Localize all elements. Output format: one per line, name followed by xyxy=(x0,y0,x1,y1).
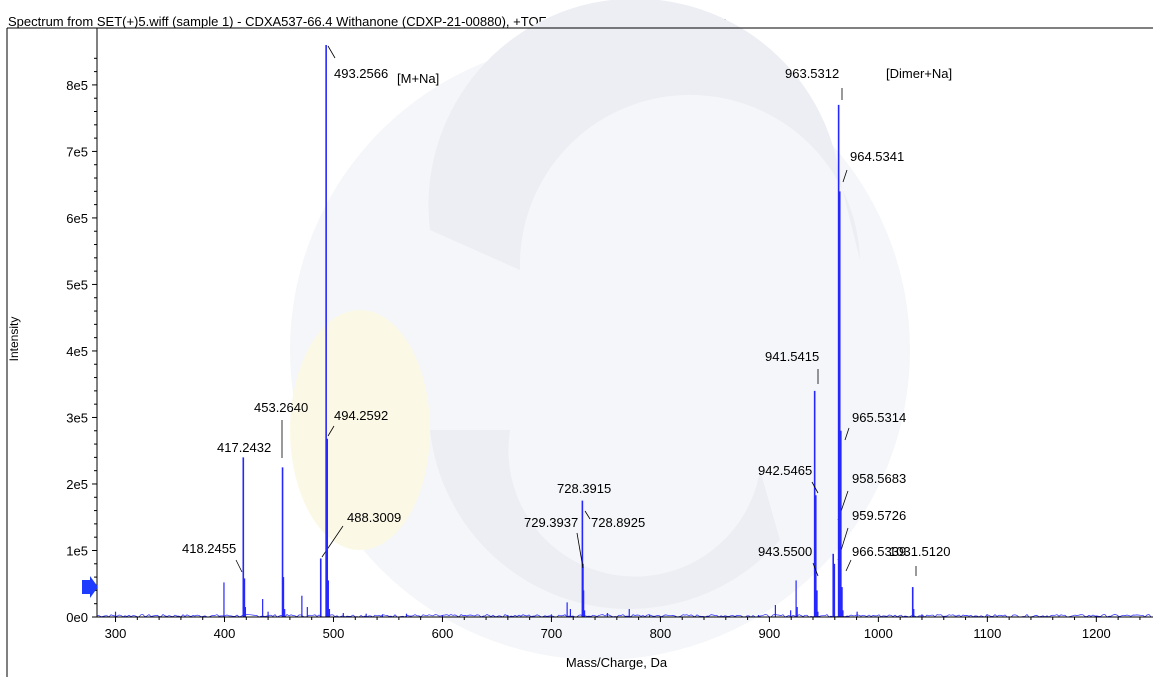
peak-729-3937-label: 729.3937 xyxy=(524,515,578,530)
peak-418-2455-leader xyxy=(235,559,243,573)
peak-488-3009-label: 488.3009 xyxy=(347,510,401,525)
peak-958-5683-label: 958.5683 xyxy=(852,471,906,486)
peak-729-3937-leader xyxy=(576,532,584,569)
peak-493-2566-label: 493.2566 xyxy=(334,66,388,81)
x-tick-label: 500 xyxy=(323,626,345,641)
y-tick-label: 2e5 xyxy=(66,477,88,492)
peak-966-5339-label: 966.5339 xyxy=(852,544,906,559)
peak-417-2432-label: 417.2432 xyxy=(217,440,271,455)
y-tick-label: 8e5 xyxy=(66,78,88,93)
annotation-label: [Dimer+Na] xyxy=(886,66,952,81)
x-tick-label: 400 xyxy=(214,626,236,641)
peak-453-2640-label: 453.2640 xyxy=(254,400,308,415)
y-axis-label: Intensity xyxy=(7,316,21,362)
peak-943-5500-leader xyxy=(812,562,819,577)
x-tick-label: 700 xyxy=(541,626,563,641)
x-tick-label: 300 xyxy=(105,626,127,641)
x-tick-label: 1100 xyxy=(973,626,1001,641)
baseline-arrow-marker xyxy=(82,576,98,598)
x-tick-label: 1200 xyxy=(1082,626,1111,641)
peak-942-5465-label: 942.5465 xyxy=(758,463,812,478)
x-tick-label: 800 xyxy=(650,626,672,641)
y-tick-label: 4e5 xyxy=(66,344,88,359)
peak-965-5314-label: 965.5314 xyxy=(852,410,906,425)
y-tick-label: 1e5 xyxy=(66,543,88,558)
peak-1031-5120-label: 1031.5120 xyxy=(889,544,950,559)
peak-963-5312-label: 963.5312 xyxy=(785,66,839,81)
x-axis-label: Mass/Charge, Da xyxy=(565,655,668,670)
peak-941-5415-label: 941.5415 xyxy=(765,349,819,364)
peak-728-8925-label: 728.8925 xyxy=(591,515,645,530)
peak-943-5500-label: 943.5500 xyxy=(758,544,812,559)
peak-494-2592-label: 494.2592 xyxy=(334,408,388,423)
peak-966-5339-leader xyxy=(845,559,852,572)
peak-493-2566-leader xyxy=(327,45,336,59)
peak-418-2455-label: 418.2455 xyxy=(182,541,236,556)
peak-728-3915-label: 728.3915 xyxy=(557,481,611,496)
annotation-label: [M+Na] xyxy=(397,71,439,86)
peak-728-8925-leader xyxy=(584,510,591,520)
peak-964-5341-leader xyxy=(842,169,848,183)
x-tick-label: 600 xyxy=(432,626,454,641)
y-tick-label: 0e0 xyxy=(66,610,88,625)
x-tick-label: 1000 xyxy=(864,626,893,641)
plot-area: 417.2432 418.2455 453.2640 488.3009 493.2566… xyxy=(96,45,1152,618)
peak-959-5726-label: 959.5726 xyxy=(852,508,906,523)
peak-964-5341-label: 964.5341 xyxy=(850,149,904,164)
y-tick-label: 6e5 xyxy=(66,211,88,226)
y-tick-label: 7e5 xyxy=(66,144,88,159)
peak-965-5314-leader xyxy=(844,427,850,441)
baseline-noise xyxy=(96,613,1152,618)
y-tick-label: 3e5 xyxy=(66,410,88,425)
peak-494-2592-leader xyxy=(327,425,335,437)
peak-942-5465-leader xyxy=(811,481,819,494)
y-tick-label: 5e5 xyxy=(66,277,88,292)
x-tick-label: 900 xyxy=(759,626,781,641)
watermark-logo xyxy=(290,0,910,660)
axes: 300 400 500 600 700 800 900 1000 1100 1200 0e0 1e5 2… xyxy=(66,28,1153,641)
